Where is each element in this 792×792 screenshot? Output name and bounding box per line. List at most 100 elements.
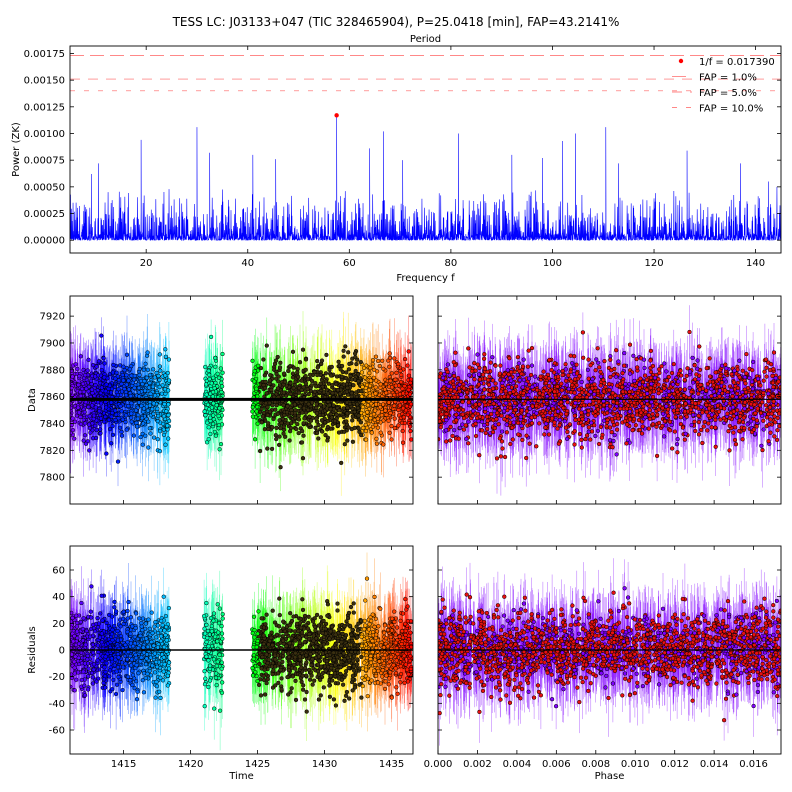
data-point — [723, 401, 729, 406]
data-point — [83, 441, 89, 446]
data-point — [88, 430, 93, 435]
data-point — [505, 414, 510, 419]
data-point — [490, 355, 495, 360]
data-point — [270, 425, 275, 430]
data-point — [259, 420, 264, 425]
data-point — [461, 386, 467, 391]
data-point — [707, 374, 713, 379]
data-point — [126, 387, 132, 392]
data-point — [760, 447, 765, 453]
data-point — [707, 379, 713, 384]
data-point — [627, 342, 633, 347]
data-point — [165, 370, 170, 376]
data-point — [727, 448, 732, 453]
data-point — [754, 418, 760, 423]
y-tick-label: 0.00100 — [24, 129, 65, 140]
data-point — [207, 372, 212, 378]
data-point — [722, 406, 727, 411]
data-point — [129, 401, 134, 406]
data-point — [493, 363, 498, 368]
data-point — [389, 423, 394, 429]
data-point — [264, 343, 269, 348]
data-point — [694, 372, 699, 377]
data-point — [732, 437, 738, 443]
data-point — [85, 368, 90, 373]
data-point — [510, 425, 515, 430]
error-bars — [360, 327, 362, 461]
data-point — [568, 353, 573, 358]
data-point — [561, 405, 566, 411]
data-point — [307, 422, 312, 427]
data-point — [315, 372, 320, 378]
error-bars — [380, 362, 383, 475]
data-point — [600, 393, 606, 398]
data-point — [219, 389, 224, 395]
data-point — [445, 362, 451, 367]
data-point — [470, 413, 475, 418]
data-point — [353, 354, 358, 360]
data-point — [96, 359, 102, 364]
data-point — [387, 430, 392, 435]
periodogram-plot — [70, 55, 781, 242]
data-point — [343, 375, 349, 381]
legend-label: FAP = 1.0% — [699, 73, 757, 84]
data-point — [341, 414, 346, 420]
data-point — [155, 437, 160, 442]
data-point — [592, 423, 597, 428]
data-point — [99, 367, 104, 373]
data-point — [88, 378, 94, 383]
data-point — [477, 365, 482, 371]
data-point — [339, 374, 345, 379]
data-point — [526, 412, 531, 418]
data-point — [135, 416, 140, 421]
data-point — [156, 413, 161, 419]
data-point — [660, 406, 665, 411]
data-point — [131, 433, 137, 438]
data-point — [639, 401, 644, 406]
data-point — [104, 451, 109, 456]
data-point — [155, 418, 160, 424]
data-point — [525, 396, 530, 401]
data-point — [730, 405, 736, 410]
data-point — [525, 386, 530, 391]
data-point — [534, 387, 540, 393]
data-point — [107, 426, 113, 432]
data-point — [451, 373, 457, 379]
data-point — [397, 403, 403, 408]
data-point — [319, 361, 324, 367]
data-point — [577, 431, 583, 437]
x-axis-label: Frequency f — [396, 273, 455, 284]
data-point — [473, 433, 479, 439]
data-point — [627, 371, 633, 376]
data-point — [547, 383, 552, 389]
data-point — [450, 379, 456, 384]
data-point — [392, 425, 397, 431]
data-point — [452, 428, 457, 433]
data-point — [683, 431, 688, 436]
data-point — [389, 371, 394, 376]
data-point — [634, 409, 639, 414]
data-point — [632, 378, 637, 384]
data-point — [469, 369, 475, 374]
data-point — [119, 409, 124, 414]
data-point — [134, 408, 139, 413]
data-point — [373, 385, 378, 390]
data-point — [341, 348, 346, 353]
data-point — [777, 375, 781, 380]
data-point — [160, 421, 166, 427]
data-point — [210, 389, 216, 395]
y-tick-label: 0.00175 — [24, 49, 65, 60]
data-point — [265, 412, 270, 418]
data-point — [750, 386, 755, 391]
data-point — [567, 422, 573, 427]
data-point — [298, 404, 303, 409]
data-point — [555, 409, 561, 414]
error-bars — [311, 589, 314, 722]
data-point — [576, 387, 582, 392]
data-point — [79, 386, 85, 392]
data-point — [98, 431, 103, 436]
data-point — [110, 423, 115, 429]
data-point — [676, 379, 681, 384]
data-point — [624, 394, 629, 399]
